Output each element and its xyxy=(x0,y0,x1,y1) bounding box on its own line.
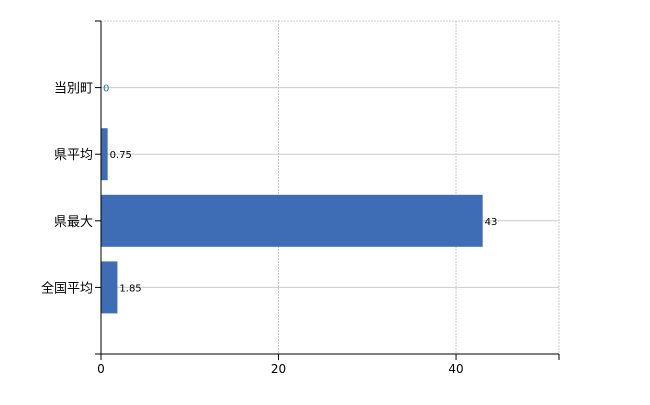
y-tick-label: 県平均 xyxy=(54,148,93,163)
data-label: 1.85 xyxy=(119,283,141,294)
data-label: 0 xyxy=(103,84,109,95)
x-tick-label: 40 xyxy=(448,362,463,376)
data-label: 43 xyxy=(485,217,498,228)
y-tick-label: 当別町 xyxy=(54,82,93,97)
y-tick-label: 県最大 xyxy=(54,215,93,230)
y-tick-label: 全国平均 xyxy=(41,280,93,296)
bar xyxy=(101,261,118,314)
data-label: 0.75 xyxy=(110,150,132,161)
x-tick-label: 20 xyxy=(271,362,286,376)
x-tick-label: 0 xyxy=(97,362,105,376)
bar xyxy=(101,128,108,181)
bar xyxy=(101,194,483,247)
